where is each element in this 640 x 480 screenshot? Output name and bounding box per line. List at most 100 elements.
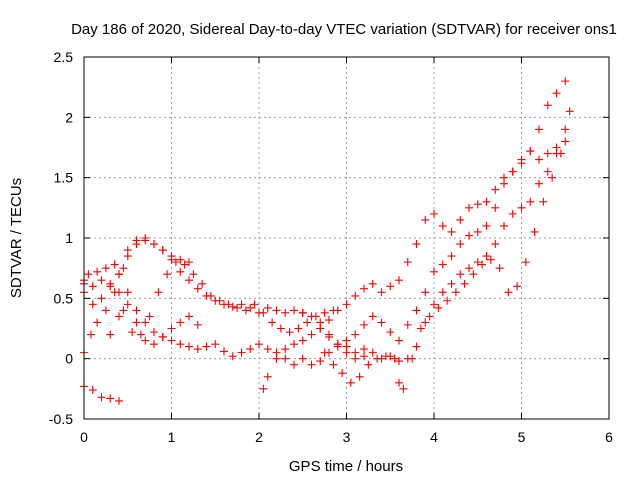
- data-point: [298, 354, 307, 363]
- data-point: [377, 318, 386, 327]
- data-point: [447, 252, 456, 261]
- data-point: [307, 312, 316, 321]
- data-point: [224, 300, 233, 309]
- x-axis-label: GPS time / hours: [289, 458, 403, 475]
- data-point: [338, 369, 347, 378]
- data-point: [132, 306, 141, 315]
- data-point: [294, 324, 303, 333]
- data-point: [399, 384, 408, 393]
- data-point: [521, 258, 530, 267]
- data-point: [552, 89, 561, 98]
- data-point: [543, 149, 552, 158]
- data-point: [535, 125, 543, 134]
- data-point: [500, 179, 508, 188]
- data-point: [456, 215, 465, 224]
- data-point: [346, 378, 355, 387]
- data-point: [141, 234, 150, 242]
- data-point: [101, 264, 110, 273]
- data-point: [106, 330, 115, 339]
- data-point: [246, 345, 255, 354]
- data-point: [167, 252, 176, 261]
- data-point: [482, 221, 491, 230]
- series-track-6: [281, 137, 570, 369]
- data-point: [377, 288, 386, 297]
- data-point: [281, 354, 290, 363]
- data-point: [189, 270, 198, 279]
- data-point: [535, 179, 543, 188]
- series-track-10: [106, 300, 202, 349]
- data-point: [233, 303, 242, 312]
- data-point: [325, 316, 333, 325]
- data-point: [491, 240, 500, 249]
- data-point: [360, 320, 368, 329]
- data-point: [193, 284, 202, 293]
- data-point: [556, 149, 565, 158]
- data-point: [447, 227, 456, 236]
- data-point: [421, 318, 430, 327]
- data-point: [517, 203, 526, 212]
- data-point: [381, 352, 390, 361]
- data-point: [548, 173, 557, 182]
- grid: [84, 57, 609, 419]
- data-point: [123, 252, 132, 261]
- chart-title: Day 186 of 2020, Sidereal Day-to-day VTE…: [71, 21, 617, 38]
- data-point: [211, 340, 220, 349]
- data-point: [136, 330, 145, 339]
- data-point: [259, 308, 268, 317]
- ticks: 0 1 2 3 4 5 6 -0.5 0 0.5 1 1.5 2 2.5: [49, 49, 613, 445]
- data-point: [447, 279, 456, 288]
- data-point: [141, 318, 150, 327]
- data-point: [565, 107, 574, 116]
- data-point: [465, 264, 473, 273]
- data-point: [482, 197, 491, 206]
- data-point: [325, 332, 333, 341]
- data-point: [285, 328, 294, 337]
- data-point: [360, 345, 368, 354]
- data-point: [403, 258, 412, 267]
- data-point: [241, 306, 250, 315]
- data-point: [508, 167, 517, 176]
- data-point: [395, 336, 403, 345]
- data-point: [425, 312, 434, 321]
- data-point: [176, 318, 185, 327]
- data-point: [259, 384, 268, 393]
- data-point: [93, 318, 102, 327]
- data-point: [513, 282, 522, 291]
- data-point: [237, 300, 246, 309]
- data-point: [451, 288, 460, 297]
- data-point: [482, 252, 491, 261]
- data-point: [228, 352, 237, 361]
- data-point: [526, 197, 535, 206]
- data-point: [150, 328, 158, 337]
- series-track-3: [80, 258, 338, 339]
- x-tick-label: 4: [430, 429, 438, 445]
- x-tick-label: 2: [255, 429, 263, 445]
- data-point: [390, 354, 399, 363]
- data-point: [421, 215, 430, 224]
- data-point: [368, 279, 377, 288]
- data-point: [123, 300, 132, 309]
- data-point: [368, 348, 377, 357]
- data-point: [106, 394, 115, 403]
- series-track-1: [80, 382, 123, 405]
- data-point: [119, 264, 128, 273]
- x-tick-label: 1: [168, 429, 176, 445]
- data-point: [163, 270, 172, 279]
- data-point: [386, 282, 395, 291]
- data-point: [430, 267, 438, 276]
- data-point: [88, 300, 97, 309]
- data-point: [473, 258, 482, 267]
- data-point: [176, 267, 185, 276]
- data-point: [351, 348, 360, 357]
- data-point: [97, 294, 106, 303]
- data-point: [87, 330, 95, 339]
- y-tick-label: 0.5: [54, 290, 74, 306]
- data-point: [303, 318, 312, 327]
- data-point: [228, 302, 237, 311]
- data-point: [206, 291, 215, 300]
- data-point: [220, 347, 228, 356]
- series-track-5: [259, 77, 570, 393]
- data-point: [150, 240, 158, 249]
- data-point: [469, 270, 478, 279]
- data-point: [307, 330, 316, 339]
